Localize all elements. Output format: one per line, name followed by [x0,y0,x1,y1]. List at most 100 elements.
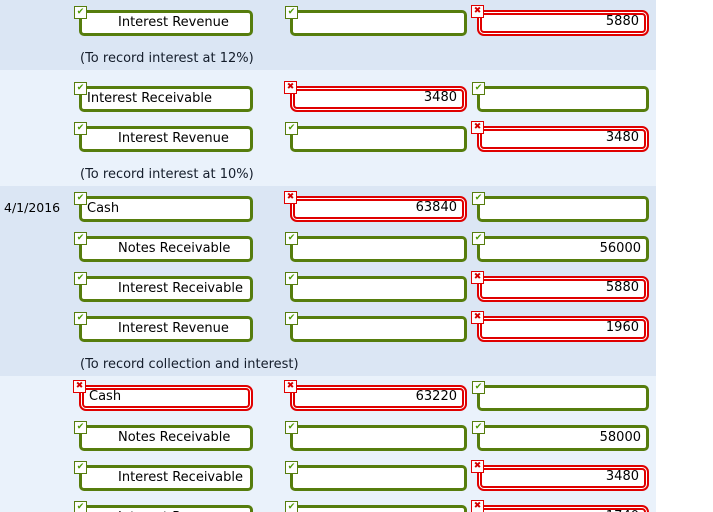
x-mark-icon: ✖ [471,271,484,284]
checkmark-icon: ✔ [285,312,298,325]
debit-amount-input-value: 63840 [293,199,464,219]
account-title-input[interactable]: ✖ Cash [73,380,253,411]
checkmark-icon: ✔ [285,6,298,19]
debit-amount-input[interactable]: ✔ [285,232,467,262]
checkmark-icon: ✔ [285,501,298,512]
credit-amount-input-value [480,89,646,109]
account-title-input[interactable]: ✔ Interest Receivable [74,272,253,302]
account-title-input-value: Notes Receivable [118,241,231,256]
journal-entry-group: ✖ Cash ✖ 63220 ✔ ✔ Notes Receivable ✔ ✔ 58000 ✔ Int… [0,376,656,512]
credit-amount-input-value: 1960 [480,319,646,339]
debit-amount-input[interactable]: ✖ 63840 [284,191,467,222]
journal-entry-row: ✔ Notes Receivable ✔ ✔ 58000 [0,421,656,465]
credit-amount-input[interactable]: ✖ 1960 [471,311,649,342]
account-title-input-value: Cash [82,388,250,408]
checkmark-icon: ✔ [74,312,87,325]
account-title-input-value: Interest Revenue [118,131,229,146]
checkmark-icon: ✔ [285,232,298,245]
journal-entry-row: ✔ Interest Receivable ✔ ✖ 3480 [0,460,656,505]
checkmark-icon: ✔ [74,122,87,135]
debit-amount-input-value [293,13,464,33]
journal-entry-row: ✔ Interest Revenue ✔ ✖ 5880 [0,5,656,50]
journal-entry-row: 4/1/2016 ✔ Cash ✖ 63840 ✔ [0,191,656,236]
credit-amount-input[interactable]: ✔ [472,82,649,112]
account-title-input[interactable]: ✔ Interest Revenue [74,122,253,152]
debit-amount-input-value: 63220 [293,388,464,408]
account-title-input[interactable]: ✔ Interest Receivable [74,461,253,491]
entry-date: 4/1/2016 [4,200,61,215]
checkmark-icon: ✔ [472,232,485,245]
entry-caption: (To record collection and interest) [80,357,299,372]
debit-amount-input[interactable]: ✔ [285,272,467,302]
x-mark-icon: ✖ [471,121,484,134]
journal-entry-row: ✔ Interest Receivable ✔ ✖ 5880 [0,271,656,316]
journal-entry-group: 4/1/2016 ✔ Cash ✖ 63840 ✔ ✔ Notes Receivable ✔ ✔ 5… [0,186,656,376]
credit-amount-input-value: 3480 [480,129,646,149]
checkmark-icon: ✔ [285,461,298,474]
credit-amount-input[interactable]: ✔ [472,381,649,411]
debit-amount-input[interactable]: ✔ [285,312,467,342]
checkmark-icon: ✔ [74,461,87,474]
checkmark-icon: ✔ [285,122,298,135]
checkmark-icon: ✔ [74,6,87,19]
credit-amount-input-value [480,199,646,219]
credit-amount-input-value [480,388,646,408]
account-title-input[interactable]: ✔ Cash [74,192,253,222]
x-mark-icon: ✖ [471,5,484,18]
credit-amount-input[interactable]: ✔ [472,192,649,222]
checkmark-icon: ✔ [285,421,298,434]
x-mark-icon: ✖ [284,380,297,393]
checkmark-icon: ✔ [74,82,87,95]
credit-amount-input[interactable]: ✖ 5880 [471,5,649,36]
x-mark-icon: ✖ [471,311,484,324]
checkmark-icon: ✔ [74,501,87,512]
account-title-input-value: Interest Receivable [118,470,243,485]
credit-amount-input[interactable]: ✔ 58000 [472,421,649,451]
x-mark-icon: ✖ [284,81,297,94]
checkmark-icon: ✔ [472,421,485,434]
credit-amount-input-value: 58000 [599,430,641,445]
account-title-input[interactable]: ✔Interest Revenue [74,501,253,512]
credit-amount-input[interactable]: ✖ 5880 [471,271,649,302]
x-mark-icon: ✖ [284,191,297,204]
x-mark-icon: ✖ [471,460,484,473]
account-title-input-value: Notes Receivable [118,430,231,445]
credit-amount-input[interactable]: ✖ 3480 [471,121,649,152]
account-title-input[interactable]: ✔Interest Revenue [74,6,253,36]
credit-amount-input[interactable]: ✖ 3480 [471,460,649,491]
entry-caption: (To record interest at 10%) [80,167,254,182]
journal-entry-group: ✔ Interest Receivable ✖ 3480 ✔ ✔ Interest Reve… [0,70,656,186]
journal-entry-group: ✔ Interest Revenue ✔ ✖ 5880 (To record intere… [0,0,656,70]
credit-amount-input-value: 56000 [599,241,641,256]
journal-entry-row: ✔ Interest Revenue ✔ ✖ 1960 [0,311,656,356]
credit-amount-input[interactable]: ✖1740 [471,500,649,512]
debit-amount-input[interactable]: ✔ [285,6,467,36]
account-title-input[interactable]: ✔ Notes Receivable [74,232,253,262]
x-mark-icon: ✖ [73,380,86,393]
account-title-input-value: Interest Revenue [82,508,250,512]
journal-table: ✔ Interest Revenue ✔ ✖ 5880 (To record intere… [0,0,656,512]
journal-entry-row: ✔ Interest Receivable ✖ 3480 ✔ [0,81,656,126]
debit-amount-input[interactable]: ✖ 3480 [284,81,467,112]
account-title-input[interactable]: ✔ Interest Receivable [74,82,253,112]
account-title-input-value: Interest Receivable [118,281,243,296]
journal-entry-row: ✔ Notes Receivable ✔ ✔ 56000 [0,232,656,276]
debit-amount-input[interactable]: ✖ 63220 [284,380,467,411]
debit-amount-input-value: 3480 [293,89,464,109]
checkmark-icon: ✔ [74,421,87,434]
account-title-input[interactable]: ✔Interest Revenue [74,312,253,342]
checkmark-icon: ✔ [74,272,87,285]
debit-amount-input-value [293,428,464,448]
credit-amount-input[interactable]: ✔ 56000 [472,232,649,262]
debit-amount-input[interactable]: ✔ [285,421,467,451]
debit-amount-input[interactable]: ✔ [285,501,467,512]
debit-amount-input-value [293,468,464,488]
credit-amount-input-value: 5880 [480,279,646,299]
account-title-input[interactable]: ✔ Notes Receivable [74,421,253,451]
debit-amount-input[interactable]: ✔ [285,461,467,491]
account-title-input-value: Interest Receivable [87,91,212,106]
entry-caption: (To record interest at 12%) [80,51,254,66]
debit-amount-input-value [293,129,464,149]
debit-amount-input[interactable]: ✔ [285,122,467,152]
